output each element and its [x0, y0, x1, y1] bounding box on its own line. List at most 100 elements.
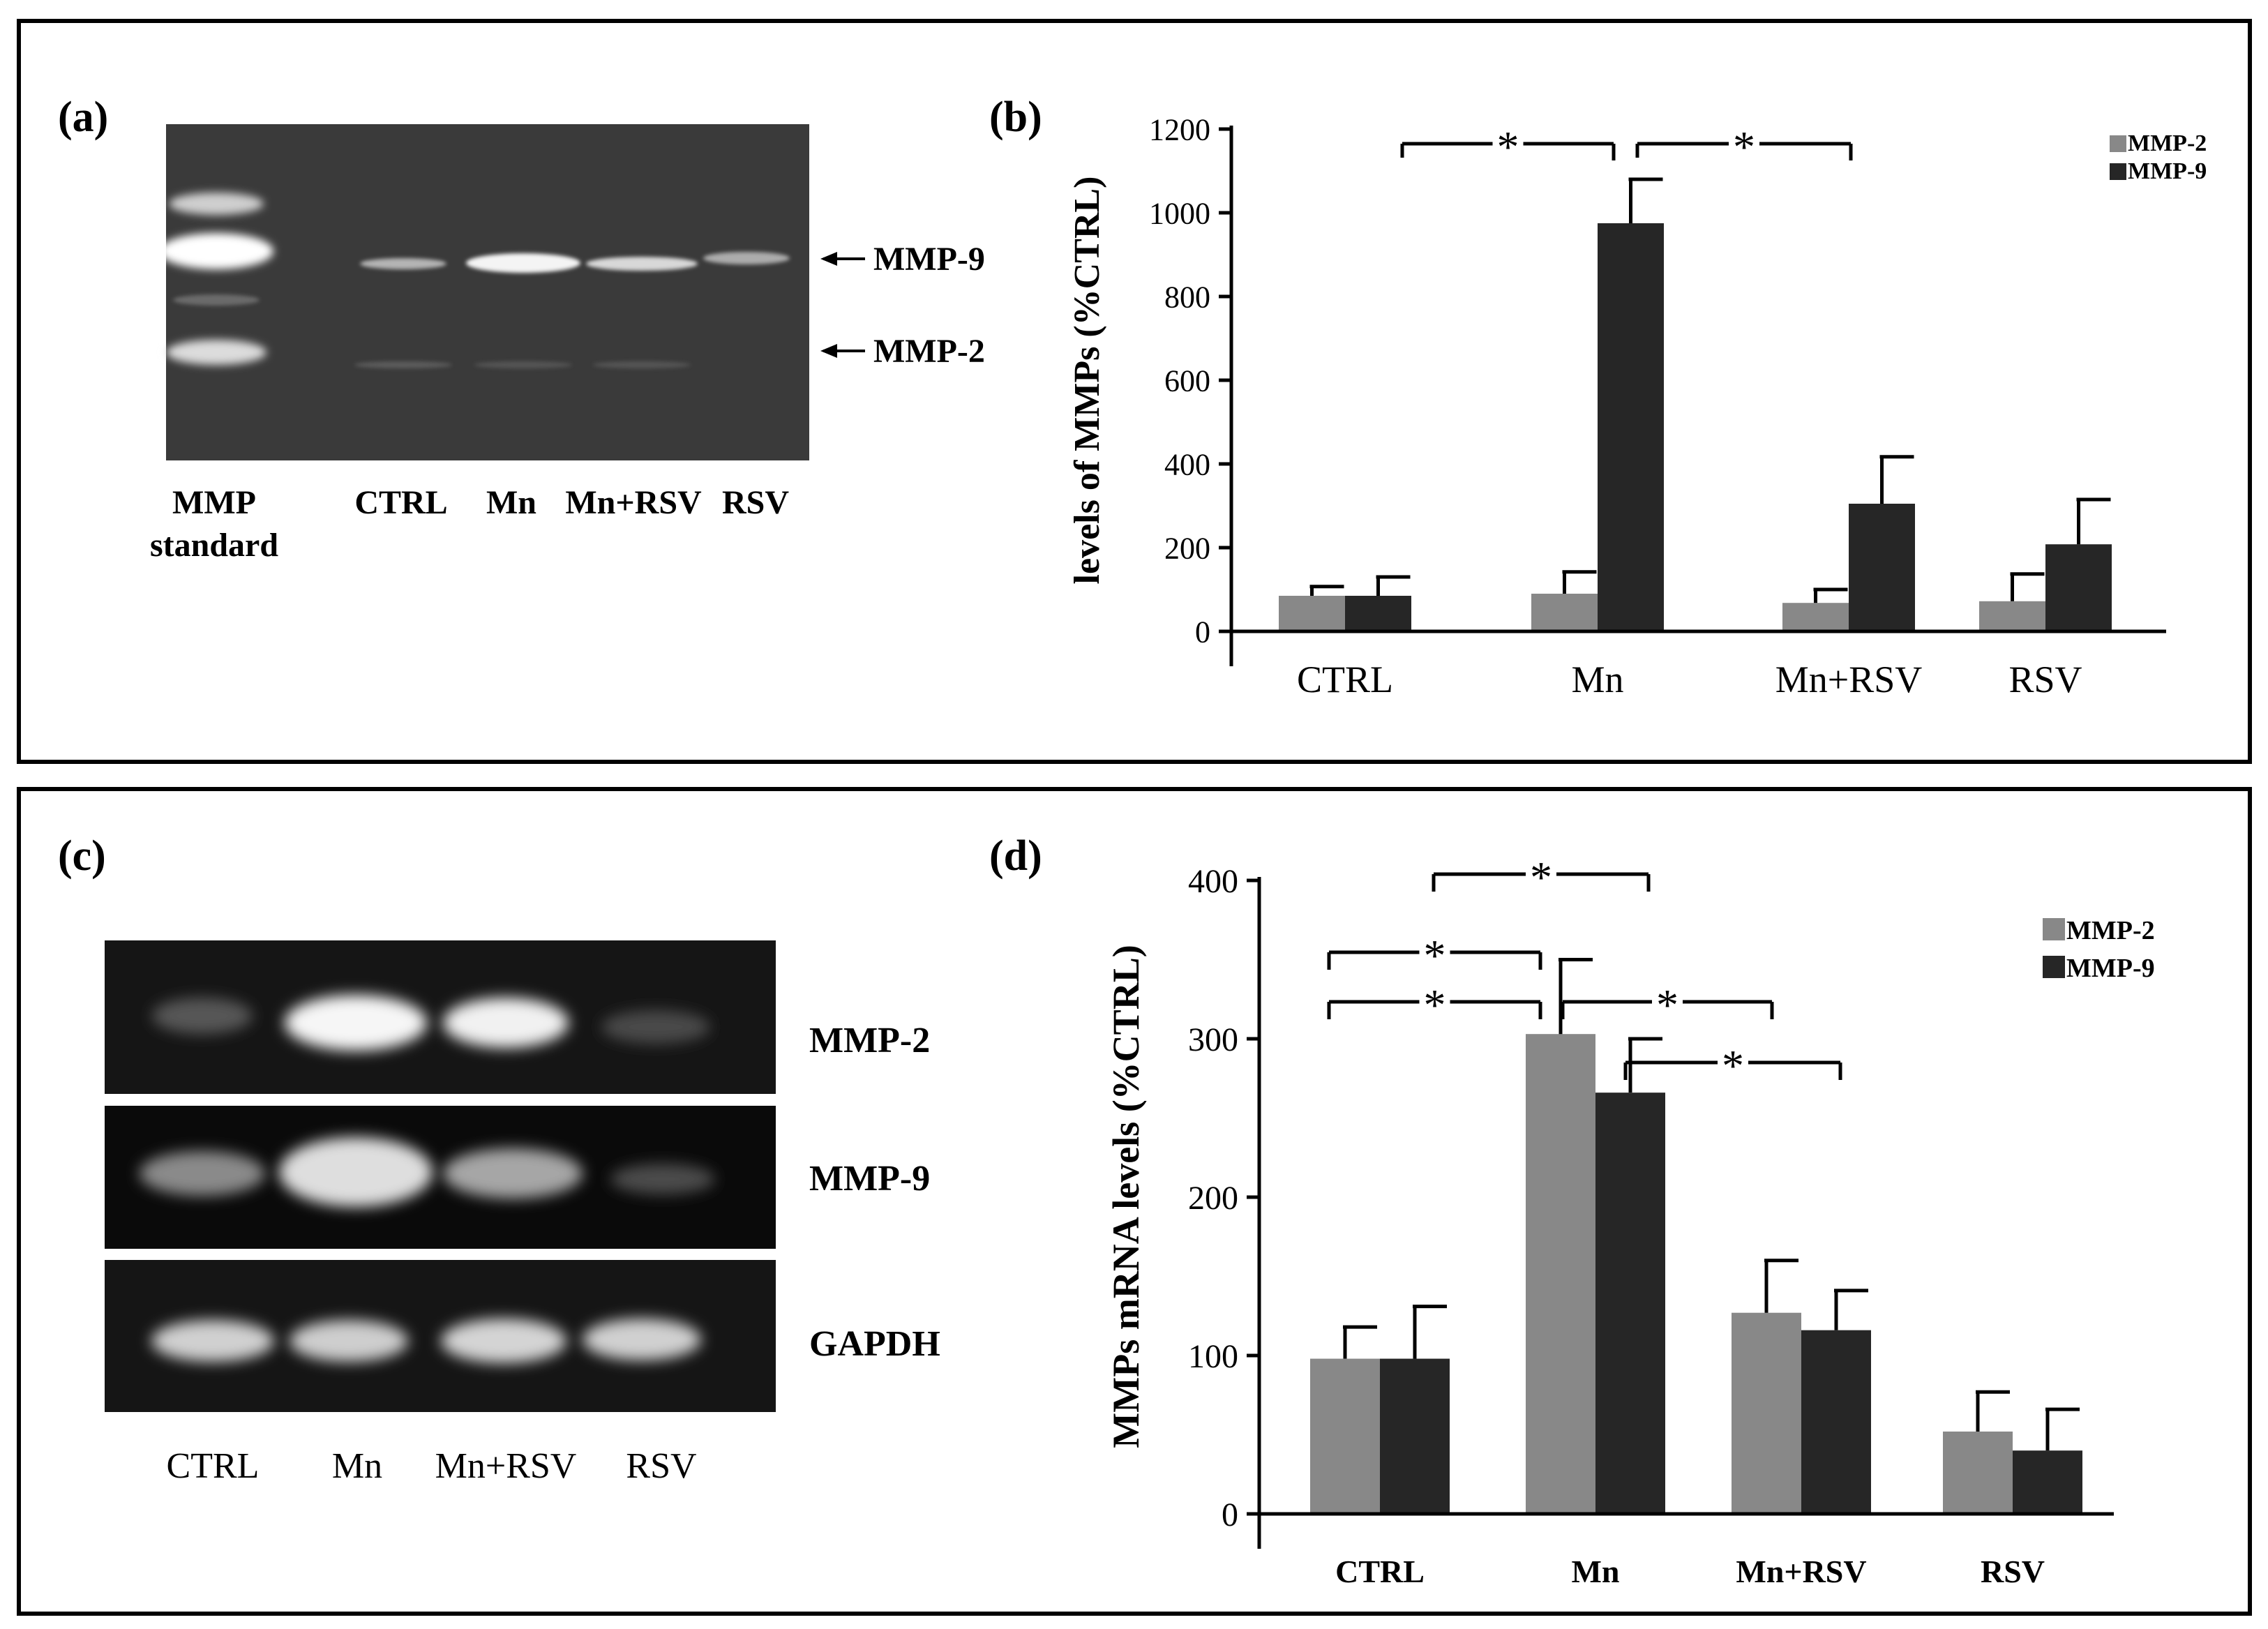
bar: [1380, 1358, 1450, 1514]
legend-label: MMP-9: [2128, 158, 2207, 184]
gel-a-lane-label: RSV: [722, 484, 789, 521]
legend-swatch: [2110, 163, 2126, 180]
y-tick-label: 300: [1188, 1021, 1238, 1058]
legend-swatch: [2043, 918, 2065, 940]
bar: [1598, 223, 1664, 631]
gel-c-band-mnrsv-gapdh: [441, 1319, 566, 1363]
significance-marker-bg: [1419, 988, 1450, 1016]
bar: [1279, 596, 1345, 631]
y-tick-label: 0: [1195, 615, 1210, 649]
legend-label: MMP-2: [2066, 916, 2155, 945]
significance-marker: *: [1424, 931, 1446, 980]
gel-a-lane-labels: MMP standard CTRL Mn Mn+RSV RSV: [150, 484, 789, 564]
gel-c-row-labels: MMP-2 MMP-9 GAPDH: [809, 1021, 940, 1364]
y-tick-label: 0: [1222, 1496, 1238, 1533]
arrowhead-mmp9: [820, 252, 837, 266]
y-tick-label: 200: [1188, 1180, 1238, 1217]
y-tick-label: 100: [1188, 1338, 1238, 1375]
gel-a-standard-label: MMP: [172, 484, 256, 521]
standard-band-faint: [173, 294, 260, 306]
gel-band-ctrl-mmp2: [354, 361, 452, 368]
standard-band-mmp9: [159, 233, 273, 269]
y-tick-label: 200: [1164, 531, 1210, 565]
gel-c-band-ctrl-mmp9: [140, 1151, 265, 1196]
gel-c-row-label: MMP-2: [809, 1021, 930, 1060]
category-label: RSV: [2008, 659, 2082, 700]
panel-label-b: (b): [989, 93, 1042, 141]
gel-c-lane-label: RSV: [626, 1446, 696, 1486]
bar: [1526, 1034, 1595, 1514]
gel-c-band-rsv-gapdh: [583, 1319, 701, 1360]
bar: [1979, 601, 2045, 631]
standard-band-top: [169, 193, 264, 215]
significance-marker-bg: [1729, 130, 1759, 158]
panel-label-a: (a): [58, 93, 108, 141]
category-label: CTRL: [1297, 659, 1393, 700]
y-tick-label: 400: [1188, 863, 1238, 900]
standard-band-mmp2: [166, 340, 266, 365]
gel-band-rsv-mmp9: [703, 252, 790, 264]
gel-band-mn-mmp2: [474, 361, 572, 368]
legend-swatch: [2110, 135, 2126, 152]
gel-c-band-ctrl-mmp2: [152, 998, 253, 1034]
y-axis-label: levels of MMPs (%CTRL): [1067, 177, 1107, 585]
significance-marker: *: [1722, 1041, 1744, 1090]
arrow-label-mmp9: MMP-9: [873, 241, 985, 278]
gel-a-lane-label: Mn+RSV: [565, 484, 702, 521]
gel-a-lane-label: Mn: [486, 484, 536, 521]
bar: [2045, 544, 2112, 631]
gel-c-lane-labels: CTRL Mn Mn+RSV RSV: [167, 1446, 697, 1486]
bar: [1345, 596, 1411, 631]
gel-c-band-mn-mmp9: [279, 1137, 433, 1207]
gel-c-lane-label: CTRL: [167, 1446, 260, 1486]
bottom-panel-frame: [17, 787, 2252, 1616]
category-label: Mn+RSV: [1775, 659, 1923, 700]
bar: [1595, 1093, 1665, 1514]
bar: [1849, 504, 1915, 631]
gel-band-mnrsv-mmp2: [593, 361, 691, 368]
gel-band-ctrl-mmp9: [360, 258, 446, 269]
significance-marker: *: [1530, 853, 1552, 902]
chart-d: CTRL Mn Mn+RSV RSV 0 100 200 300 400 MMPs mRNA le…: [1105, 853, 2155, 1589]
gel-c-band-rsv-mmp9: [610, 1164, 715, 1194]
bar: [1801, 1330, 1871, 1514]
legend-swatch: [2043, 956, 2065, 978]
gel-a-standard-label-2: standard: [150, 527, 278, 564]
rtpcr-gel: [105, 940, 776, 1412]
significance-marker-bg: [1526, 860, 1556, 888]
bar: [1782, 603, 1849, 631]
gel-c-row-label: GAPDH: [809, 1324, 940, 1364]
y-tick-label: 400: [1164, 447, 1210, 481]
category-label: CTRL: [1335, 1554, 1425, 1589]
gel-background: [166, 124, 809, 460]
category-label: RSV: [1981, 1554, 2045, 1589]
gel-c-row-label: MMP-9: [809, 1159, 930, 1199]
gel-c-band-mnrsv-mmp9: [443, 1148, 583, 1199]
significance-marker-bg: [1492, 130, 1524, 158]
y-tick-label: 800: [1164, 280, 1210, 314]
significance-marker-bg: [1419, 938, 1450, 966]
gel-c-band-mnrsv-mmp2: [443, 998, 569, 1048]
gel-band-mnrsv-mmp9: [586, 257, 698, 271]
gel-c-lane-label: Mn: [332, 1446, 382, 1486]
significance-marker: *: [1497, 122, 1519, 172]
category-label: Mn: [1572, 1554, 1620, 1589]
legend-label: MMP-2: [2128, 130, 2207, 156]
y-tick-label: 600: [1164, 363, 1210, 398]
bar: [1732, 1312, 1801, 1514]
zymography-gel: [159, 124, 809, 460]
y-tick-label: 1000: [1149, 196, 1210, 230]
gel-a-lane-label: CTRL: [354, 484, 447, 521]
panel-label-c: (c): [58, 832, 106, 880]
gel-c-lane-label: Mn+RSV: [435, 1446, 577, 1486]
bar: [2013, 1450, 2082, 1514]
category-label: Mn: [1571, 659, 1623, 700]
bar: [1943, 1431, 2013, 1514]
chart-b: CTRL Mn Mn+RSV RSV 0 200 400 600 800 1000 1200 leve…: [1067, 112, 2207, 700]
gel-c-band-ctrl-gapdh: [151, 1320, 274, 1362]
top-panel-frame: [17, 19, 2252, 764]
significance-marker-bg: [1718, 1049, 1748, 1076]
significance-marker: *: [1733, 122, 1755, 172]
panel-label-d: (d): [989, 832, 1042, 880]
